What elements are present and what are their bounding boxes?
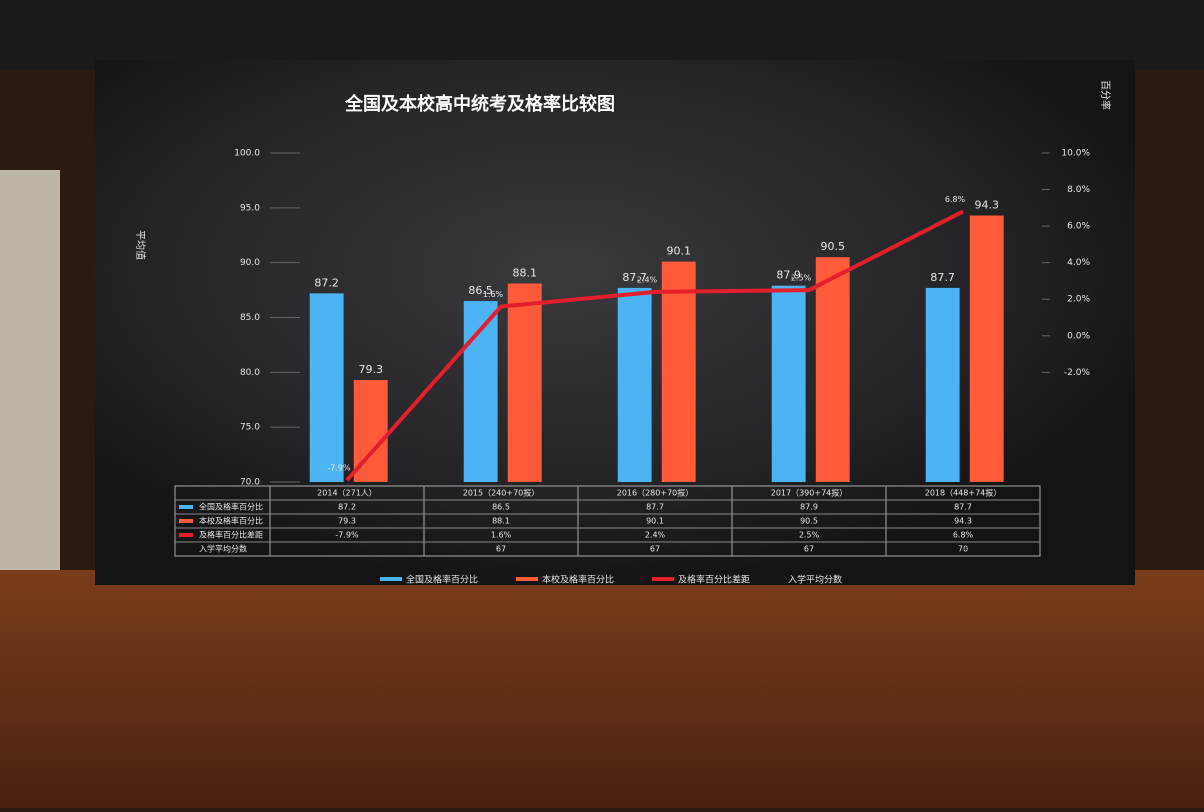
- y2-tick-label: 0.0%: [1067, 331, 1090, 341]
- bar: [926, 288, 960, 482]
- y-tick-label: 100.0: [234, 149, 260, 159]
- table-cell: 67: [650, 545, 660, 554]
- y2-tick-label: 4.0%: [1067, 258, 1090, 268]
- y2-tick-label: 2.0%: [1067, 295, 1090, 305]
- bar: [816, 257, 850, 482]
- bar-value-label: 94.3: [974, 199, 999, 212]
- table-cell: 86.5: [492, 503, 510, 512]
- table-cell: 79.3: [338, 517, 356, 526]
- line-value-label: 6.8%: [945, 195, 966, 204]
- x-tick-label: 2018（448+74报）: [925, 488, 1002, 498]
- x-tick-label: 2014（271人）: [317, 489, 377, 498]
- x-tick-label: 2017（390+74报）: [771, 488, 848, 498]
- bar-value-label: 87.2: [314, 276, 339, 289]
- table-cell: -7.9%: [335, 531, 359, 540]
- legend-label: 全国及格率百分比: [406, 574, 478, 586]
- table-row-label: 及格率百分比差距: [199, 530, 263, 540]
- y2-tick-label: 6.0%: [1067, 222, 1090, 232]
- legend-label: 本校及格率百分比: [542, 574, 614, 586]
- line-value-label: 2.5%: [791, 274, 812, 283]
- table-cell: 90.5: [800, 517, 818, 526]
- legend-label: 及格率百分比差距: [678, 574, 750, 586]
- y-tick-label: 95.0: [240, 203, 260, 213]
- ceiling: [0, 0, 1204, 70]
- table-cell: 87.7: [646, 503, 664, 512]
- table-cell: 70: [958, 545, 968, 554]
- bar: [618, 288, 652, 482]
- floor: [0, 570, 1204, 808]
- bar: [508, 284, 542, 482]
- y2-tick-label: -2.0%: [1064, 368, 1091, 378]
- legend-swatch: [652, 577, 674, 581]
- y2-tick-label: 8.0%: [1067, 185, 1090, 195]
- table-cell: 87.9: [800, 503, 818, 512]
- table-cell: 2.4%: [645, 531, 666, 540]
- x-tick-label: 2016（280+70报）: [617, 488, 694, 498]
- bar-value-label: 87.7: [930, 271, 955, 284]
- table-row-label: 入学平均分数: [199, 544, 247, 554]
- legend-swatch: [516, 577, 538, 581]
- line-value-label: 1.6%: [483, 290, 504, 299]
- table-cell: 90.1: [646, 517, 664, 526]
- chart-title: 全国及本校高中统考及格率比较图: [344, 93, 615, 115]
- y-tick-label: 80.0: [240, 368, 260, 378]
- table-swatch: [179, 505, 193, 509]
- y2-tick-label: 10.0%: [1061, 149, 1090, 159]
- y2-axis-label: 百分率: [1099, 80, 1112, 110]
- bar-value-label: 88.1: [512, 267, 537, 280]
- bar: [970, 216, 1004, 482]
- bar: [772, 286, 806, 482]
- line-value-label: -7.9%: [327, 464, 351, 473]
- table-cell: 87.2: [338, 503, 356, 512]
- table-cell: 6.8%: [953, 531, 974, 540]
- table-cell: 67: [496, 545, 506, 554]
- table-row-label: 全国及格率百分比: [199, 502, 263, 512]
- x-tick-label: 2015（240+70报）: [463, 488, 540, 498]
- y-tick-label: 75.0: [240, 423, 260, 433]
- table-swatch: [179, 533, 193, 537]
- table-cell: 67: [804, 545, 814, 554]
- line-value-label: 2.4%: [637, 275, 658, 284]
- legend-label: 入学平均分数: [788, 574, 842, 586]
- page: 全国及本校高中统考及格率比较图 平均值 百分率 70.075.080.085.0…: [0, 0, 1204, 808]
- y-tick-label: 85.0: [240, 313, 260, 323]
- bar-value-label: 90.1: [666, 245, 691, 258]
- bar: [310, 293, 344, 482]
- wall: [0, 170, 60, 570]
- table-cell: 88.1: [492, 517, 510, 526]
- table-cell: 87.7: [954, 503, 972, 512]
- table-swatch: [179, 519, 193, 523]
- table-row-label: 本校及格率百分比: [199, 516, 263, 526]
- legend-swatch: [380, 577, 402, 581]
- bar-value-label: 90.5: [820, 240, 845, 253]
- table-cell: 94.3: [954, 517, 972, 526]
- bar-value-label: 79.3: [358, 363, 383, 376]
- y-axis-label: 平均值: [134, 230, 147, 260]
- table-cell: 2.5%: [799, 531, 820, 540]
- y-tick-label: 90.0: [240, 258, 260, 268]
- chart: 全国及本校高中统考及格率比较图 平均值 百分率 70.075.080.085.0…: [0, 0, 1204, 808]
- table-cell: 1.6%: [491, 531, 512, 540]
- bar: [662, 262, 696, 482]
